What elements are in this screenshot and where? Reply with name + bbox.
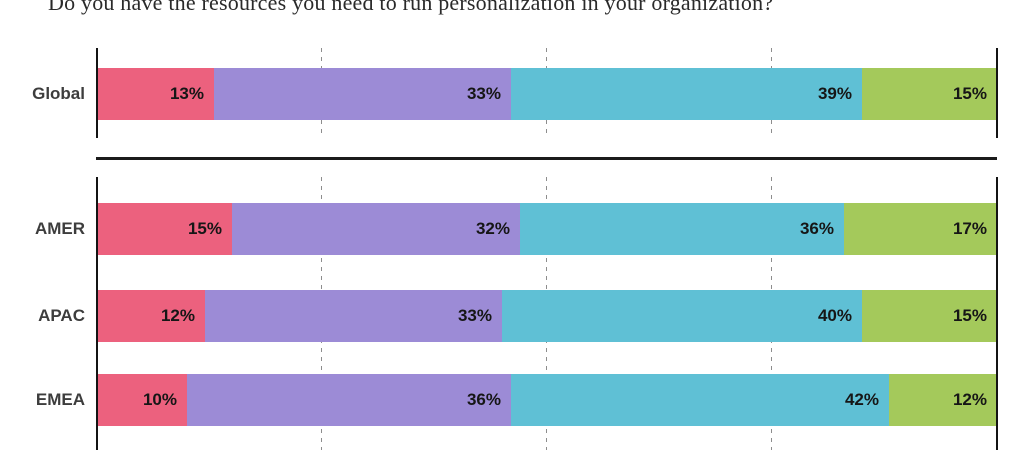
stacked-bar-apac: 12% 33% 40% 15% bbox=[97, 290, 997, 342]
bar-segment-apac-teal: 40% bbox=[502, 290, 862, 342]
bar-segment-amer-green: 17% bbox=[844, 203, 997, 255]
bar-segment-amer-teal: 36% bbox=[520, 203, 844, 255]
row-label-global: Global bbox=[32, 84, 85, 103]
section-divider bbox=[96, 157, 997, 160]
bar-segment-global-teal: 39% bbox=[511, 68, 862, 120]
stacked-bar-amer: 15% 32% 36% 17% bbox=[97, 203, 997, 255]
segment-value-label: 15% bbox=[952, 84, 987, 103]
stacked-bar-emea: 10% 36% 42% 12% bbox=[97, 374, 997, 426]
bar-segment-global-green: 15% bbox=[862, 68, 997, 120]
stacked-bar-global: 13% 33% 39% 15% bbox=[97, 68, 997, 120]
segment-value-label: 33% bbox=[457, 306, 492, 325]
segment-value-label: 15% bbox=[952, 306, 987, 325]
segment-value-label: 13% bbox=[169, 84, 204, 103]
row-label-emea: EMEA bbox=[35, 390, 85, 409]
chart-title: Do you have the resources you need to ru… bbox=[48, 0, 774, 15]
bar-segment-global-pink: 13% bbox=[97, 68, 214, 120]
segment-value-label: 42% bbox=[844, 390, 879, 409]
bar-segment-emea-purple: 36% bbox=[187, 374, 511, 426]
segment-value-label: 17% bbox=[952, 219, 987, 238]
axis-line-right bbox=[996, 177, 998, 450]
axis-line-right bbox=[996, 48, 998, 138]
segment-value-label: 12% bbox=[952, 390, 987, 409]
segment-value-label: 12% bbox=[160, 306, 195, 325]
segment-value-label: 32% bbox=[475, 219, 510, 238]
axis-line-left bbox=[96, 48, 98, 138]
row-label-apac: APAC bbox=[38, 306, 85, 325]
bar-segment-apac-green: 15% bbox=[862, 290, 997, 342]
bar-segment-amer-purple: 32% bbox=[232, 203, 520, 255]
segment-value-label: 33% bbox=[466, 84, 501, 103]
segment-value-label: 10% bbox=[142, 390, 177, 409]
bar-segment-emea-green: 12% bbox=[889, 374, 997, 426]
segment-value-label: 40% bbox=[817, 306, 852, 325]
segment-value-label: 39% bbox=[817, 84, 852, 103]
axis-line-left bbox=[96, 177, 98, 450]
bar-segment-apac-purple: 33% bbox=[205, 290, 502, 342]
bar-segment-emea-pink: 10% bbox=[97, 374, 187, 426]
bar-segment-global-purple: 33% bbox=[214, 68, 511, 120]
bar-segment-apac-pink: 12% bbox=[97, 290, 205, 342]
segment-value-label: 36% bbox=[799, 219, 834, 238]
segment-value-label: 36% bbox=[466, 390, 501, 409]
bar-segment-amer-pink: 15% bbox=[97, 203, 232, 255]
bar-segment-emea-teal: 42% bbox=[511, 374, 889, 426]
row-label-amer: AMER bbox=[34, 219, 85, 238]
segment-value-label: 15% bbox=[187, 219, 222, 238]
